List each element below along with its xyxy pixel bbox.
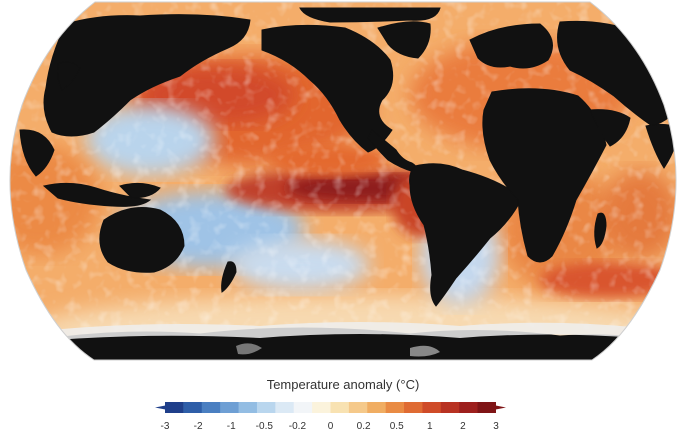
legend-tick-labels: -3 -2 -1 -0.5 -0.2 0 0.2 0.5 1 2 3: [161, 421, 500, 432]
asia-east: [43, 14, 251, 137]
legend-tick-label: -0.5: [256, 421, 274, 432]
legend-swatch-5: [256, 402, 276, 413]
legend-swatch-6: [275, 402, 295, 413]
greenland: [377, 21, 431, 59]
legend-title: Temperature anomaly (°C): [266, 377, 420, 392]
legend-tick-label: 1: [427, 421, 433, 432]
legend-tick-label: -3: [161, 421, 170, 432]
canada-arctic: [299, 7, 441, 23]
australia: [99, 207, 185, 273]
legend-swatch-11: [367, 402, 387, 413]
legend-swatch-12: [385, 402, 405, 413]
legend-swatch-7: [293, 402, 313, 413]
north-america: [261, 24, 394, 153]
sea-ice: [30, 322, 660, 357]
indochina: [19, 129, 55, 177]
legend-tick-label: -2: [194, 421, 203, 432]
new-zealand: [221, 261, 237, 293]
indonesia: [42, 182, 152, 207]
africa: [482, 88, 607, 263]
japan: [57, 61, 81, 91]
legend-swatch-3: [220, 402, 240, 413]
color-legend: -3 -2 -1 -0.5 -0.2 0 0.2 0.5 1 2 3: [155, 402, 506, 432]
new-guinea: [119, 182, 161, 199]
legend-arrow-low: [155, 402, 184, 413]
europe: [469, 23, 553, 69]
legend-swatch-15: [440, 402, 460, 413]
legend-swatch-14: [422, 402, 442, 413]
legend-tick-label: 0: [328, 421, 334, 432]
arabia: [589, 109, 631, 147]
south-america: [409, 163, 523, 307]
madagascar: [594, 212, 607, 249]
legend-tick-label: 2: [460, 421, 466, 432]
legend-tick-label: 0.5: [390, 421, 404, 432]
sst-anomaly-map: [9, 1, 677, 361]
legend-swatch-13: [404, 402, 423, 413]
globe-outline: [9, 1, 677, 361]
legend-swatch-4: [238, 402, 258, 413]
legend-swatch-16: [459, 402, 479, 413]
legend-swatch-2: [201, 402, 221, 413]
land-masses: [19, 7, 677, 360]
legend-swatch-1: [183, 402, 203, 413]
legend-tick-label: 0.2: [357, 421, 371, 432]
legend-swatch-10: [348, 402, 368, 413]
legend-arrow-high: [477, 402, 506, 413]
legend-swatch-9: [330, 402, 350, 413]
legend-tick-label: -0.2: [289, 421, 307, 432]
legend-tick-label: 3: [493, 421, 499, 432]
legend-tick-label: -1: [227, 421, 236, 432]
legend-colorbar: [155, 402, 506, 413]
legend-swatch-8: [312, 402, 331, 413]
